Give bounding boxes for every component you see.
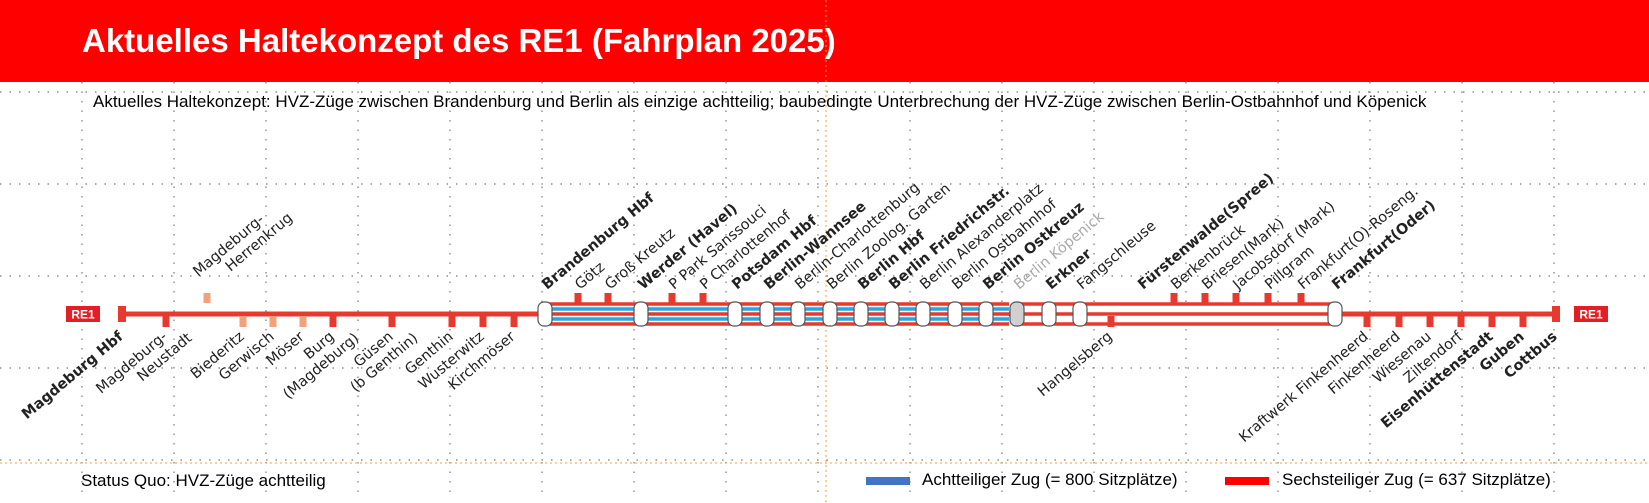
station-pill-berlin-köpenick (1009, 301, 1025, 327)
stop-marker-hangelsberg (1107, 316, 1115, 327)
legend-swatch-eight-car (866, 477, 910, 485)
stop-marker-gerwisch (269, 316, 277, 327)
legend-label-six-car: Sechsteiliger Zug (= 637 Sitzplätze) (1282, 470, 1551, 489)
stop-marker-kraftwerk-finkenheerd (1363, 316, 1371, 327)
station-pill-brandenburg-hbf (537, 301, 553, 327)
status-note: Status Quo: HVZ-Züge achtteilig (81, 471, 326, 490)
page-subtitle: Aktuelles Haltekonzept: HVZ-Züge zwische… (93, 92, 1427, 111)
station-pill-fangschleuse (1072, 301, 1088, 327)
terminus-marker-cottbus (1552, 306, 1560, 322)
stop-marker-p-park-sanssouci (668, 293, 676, 303)
stop-marker-güsen-b-genthin (388, 316, 396, 327)
station-pill-berlin-ostbahnhof (947, 301, 963, 327)
station-pill-erkner (1041, 301, 1057, 327)
stop-marker-p-charlottenhof (699, 293, 707, 303)
line-badge-label-right: RE1 (1579, 308, 1603, 322)
legend-label-eight-car: Achtteiliger Zug (= 800 Sitzplätze) (922, 470, 1178, 489)
stop-marker-berkenbrück (1170, 293, 1178, 303)
stop-marker-wusterwitz (479, 316, 487, 327)
legend-swatch-six-car (1225, 477, 1269, 485)
station-pill-berlin-charlottenburg (790, 301, 806, 327)
station-pill-potsdam-hbf (727, 301, 743, 327)
line-badge-left (66, 306, 100, 322)
station-label-hangelsberg: Hangelsberg (1035, 329, 1116, 400)
station-label-güsen-b-genthin: Güsen(b Genthin) (337, 317, 421, 395)
stop-marker-genthin (448, 316, 456, 327)
stop-marker-kirchmöser (510, 316, 518, 327)
stop-marker-götz (574, 293, 582, 303)
stop-marker-magdeburg-neustadt (162, 316, 170, 327)
header-bar: Aktuelles Haltekonzept des RE1 (Fahrplan… (0, 0, 1649, 82)
stop-marker-jacobsdorf-mark (1232, 293, 1240, 303)
station-pill-berlin-alexanderplatz (915, 301, 931, 327)
line-badge-right (1574, 306, 1608, 322)
stop-marker-möser (299, 316, 307, 327)
stop-marker-wiesenau (1426, 316, 1434, 327)
station-pill-werder-havel (633, 301, 649, 327)
stop-marker-finkenheerd (1395, 316, 1403, 327)
station-pill-berlin-friedrichstr (884, 301, 900, 327)
station-pill-berlin-hbf (853, 301, 869, 327)
station-pill-berlin-wannsee (759, 301, 775, 327)
line-badge-label-left: RE1 (71, 308, 95, 322)
stop-marker-biederitz (239, 316, 247, 327)
station-pill-berlin-zoolog-garten (822, 301, 838, 327)
stop-marker-burg-magdeburg (329, 316, 337, 327)
stop-marker-frankfurt-o-roseng (1297, 293, 1305, 303)
station-label-kraftwerk-finkenheerd: Kraftwerk Finkenheerd (1236, 329, 1371, 446)
station-pill-berlin-ostkreuz (978, 301, 994, 327)
station-label-magdeburg-neustadt: Magdeburg-Neustadt (93, 317, 195, 410)
stop-marker-groß-kreutz (604, 293, 612, 303)
stop-marker-eisenhüttenstadt (1488, 316, 1496, 327)
page-title: Aktuelles Haltekonzept des RE1 (Fahrplan… (82, 22, 836, 59)
stop-marker-ziltendorf (1457, 316, 1465, 327)
station-pill-frankfurt-oder (1327, 301, 1343, 327)
terminus-marker-magdeburg-hbf (118, 306, 126, 322)
station-label-magdeburg-herrenkrug: Magdeburg-Herrenkrug (190, 197, 296, 293)
stop-marker-magdeburg-herrenkrug (203, 293, 211, 303)
stop-marker-pillgram (1264, 293, 1272, 303)
stop-marker-guben (1519, 316, 1527, 327)
stop-marker-briesen-mark (1201, 293, 1209, 303)
